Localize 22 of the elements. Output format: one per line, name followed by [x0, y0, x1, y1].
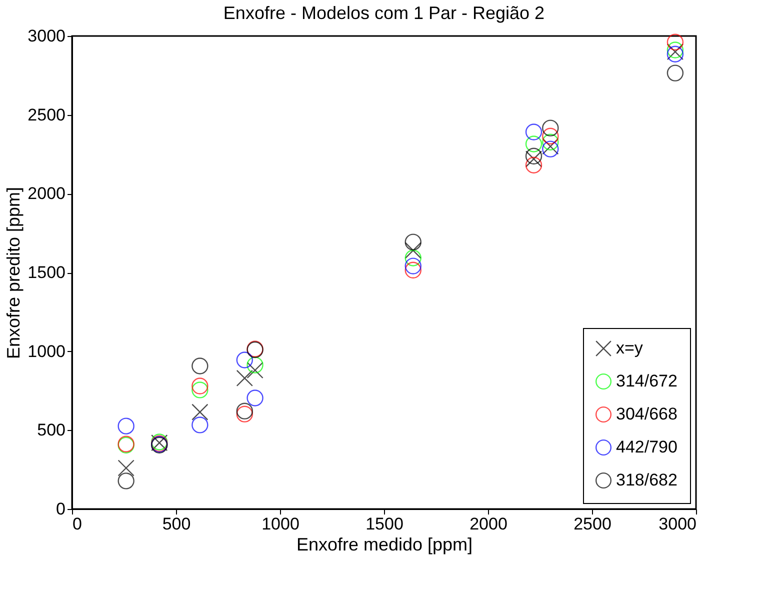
legend-label: 318/682	[616, 470, 678, 490]
x-tick-label: 0	[72, 514, 82, 534]
x-tick-label: 2500	[574, 514, 612, 534]
x-axis-title: Enxofre medido [ppm]	[296, 534, 473, 554]
legend-label: 442/790	[616, 438, 678, 456]
y-axis-title: Enxofre predito [ppm]	[4, 186, 24, 360]
x-tick-label: 2000	[470, 514, 508, 534]
y-tick-label: 1000	[28, 342, 66, 361]
x-tick-label: 500	[162, 514, 191, 534]
y-tick-label: 500	[37, 420, 66, 440]
legend-label: x=y	[616, 338, 644, 358]
legend-label: 314/672	[616, 372, 678, 390]
x-tick-label: 3000	[658, 514, 696, 534]
y-tick-label: 1500	[28, 263, 66, 282]
y-tick-label: 2500	[28, 105, 66, 124]
y-tick-label: 0	[56, 500, 66, 518]
y-tick-label: 2000	[28, 184, 66, 204]
chart-title: Enxofre - Modelos com 1 Par - Região 2	[223, 3, 545, 23]
x-tick-label: 1500	[366, 514, 404, 534]
x-tick-label: 1000	[262, 514, 300, 534]
y-tick-label: 3000	[28, 26, 66, 46]
legend-label: 304/668	[616, 404, 678, 424]
